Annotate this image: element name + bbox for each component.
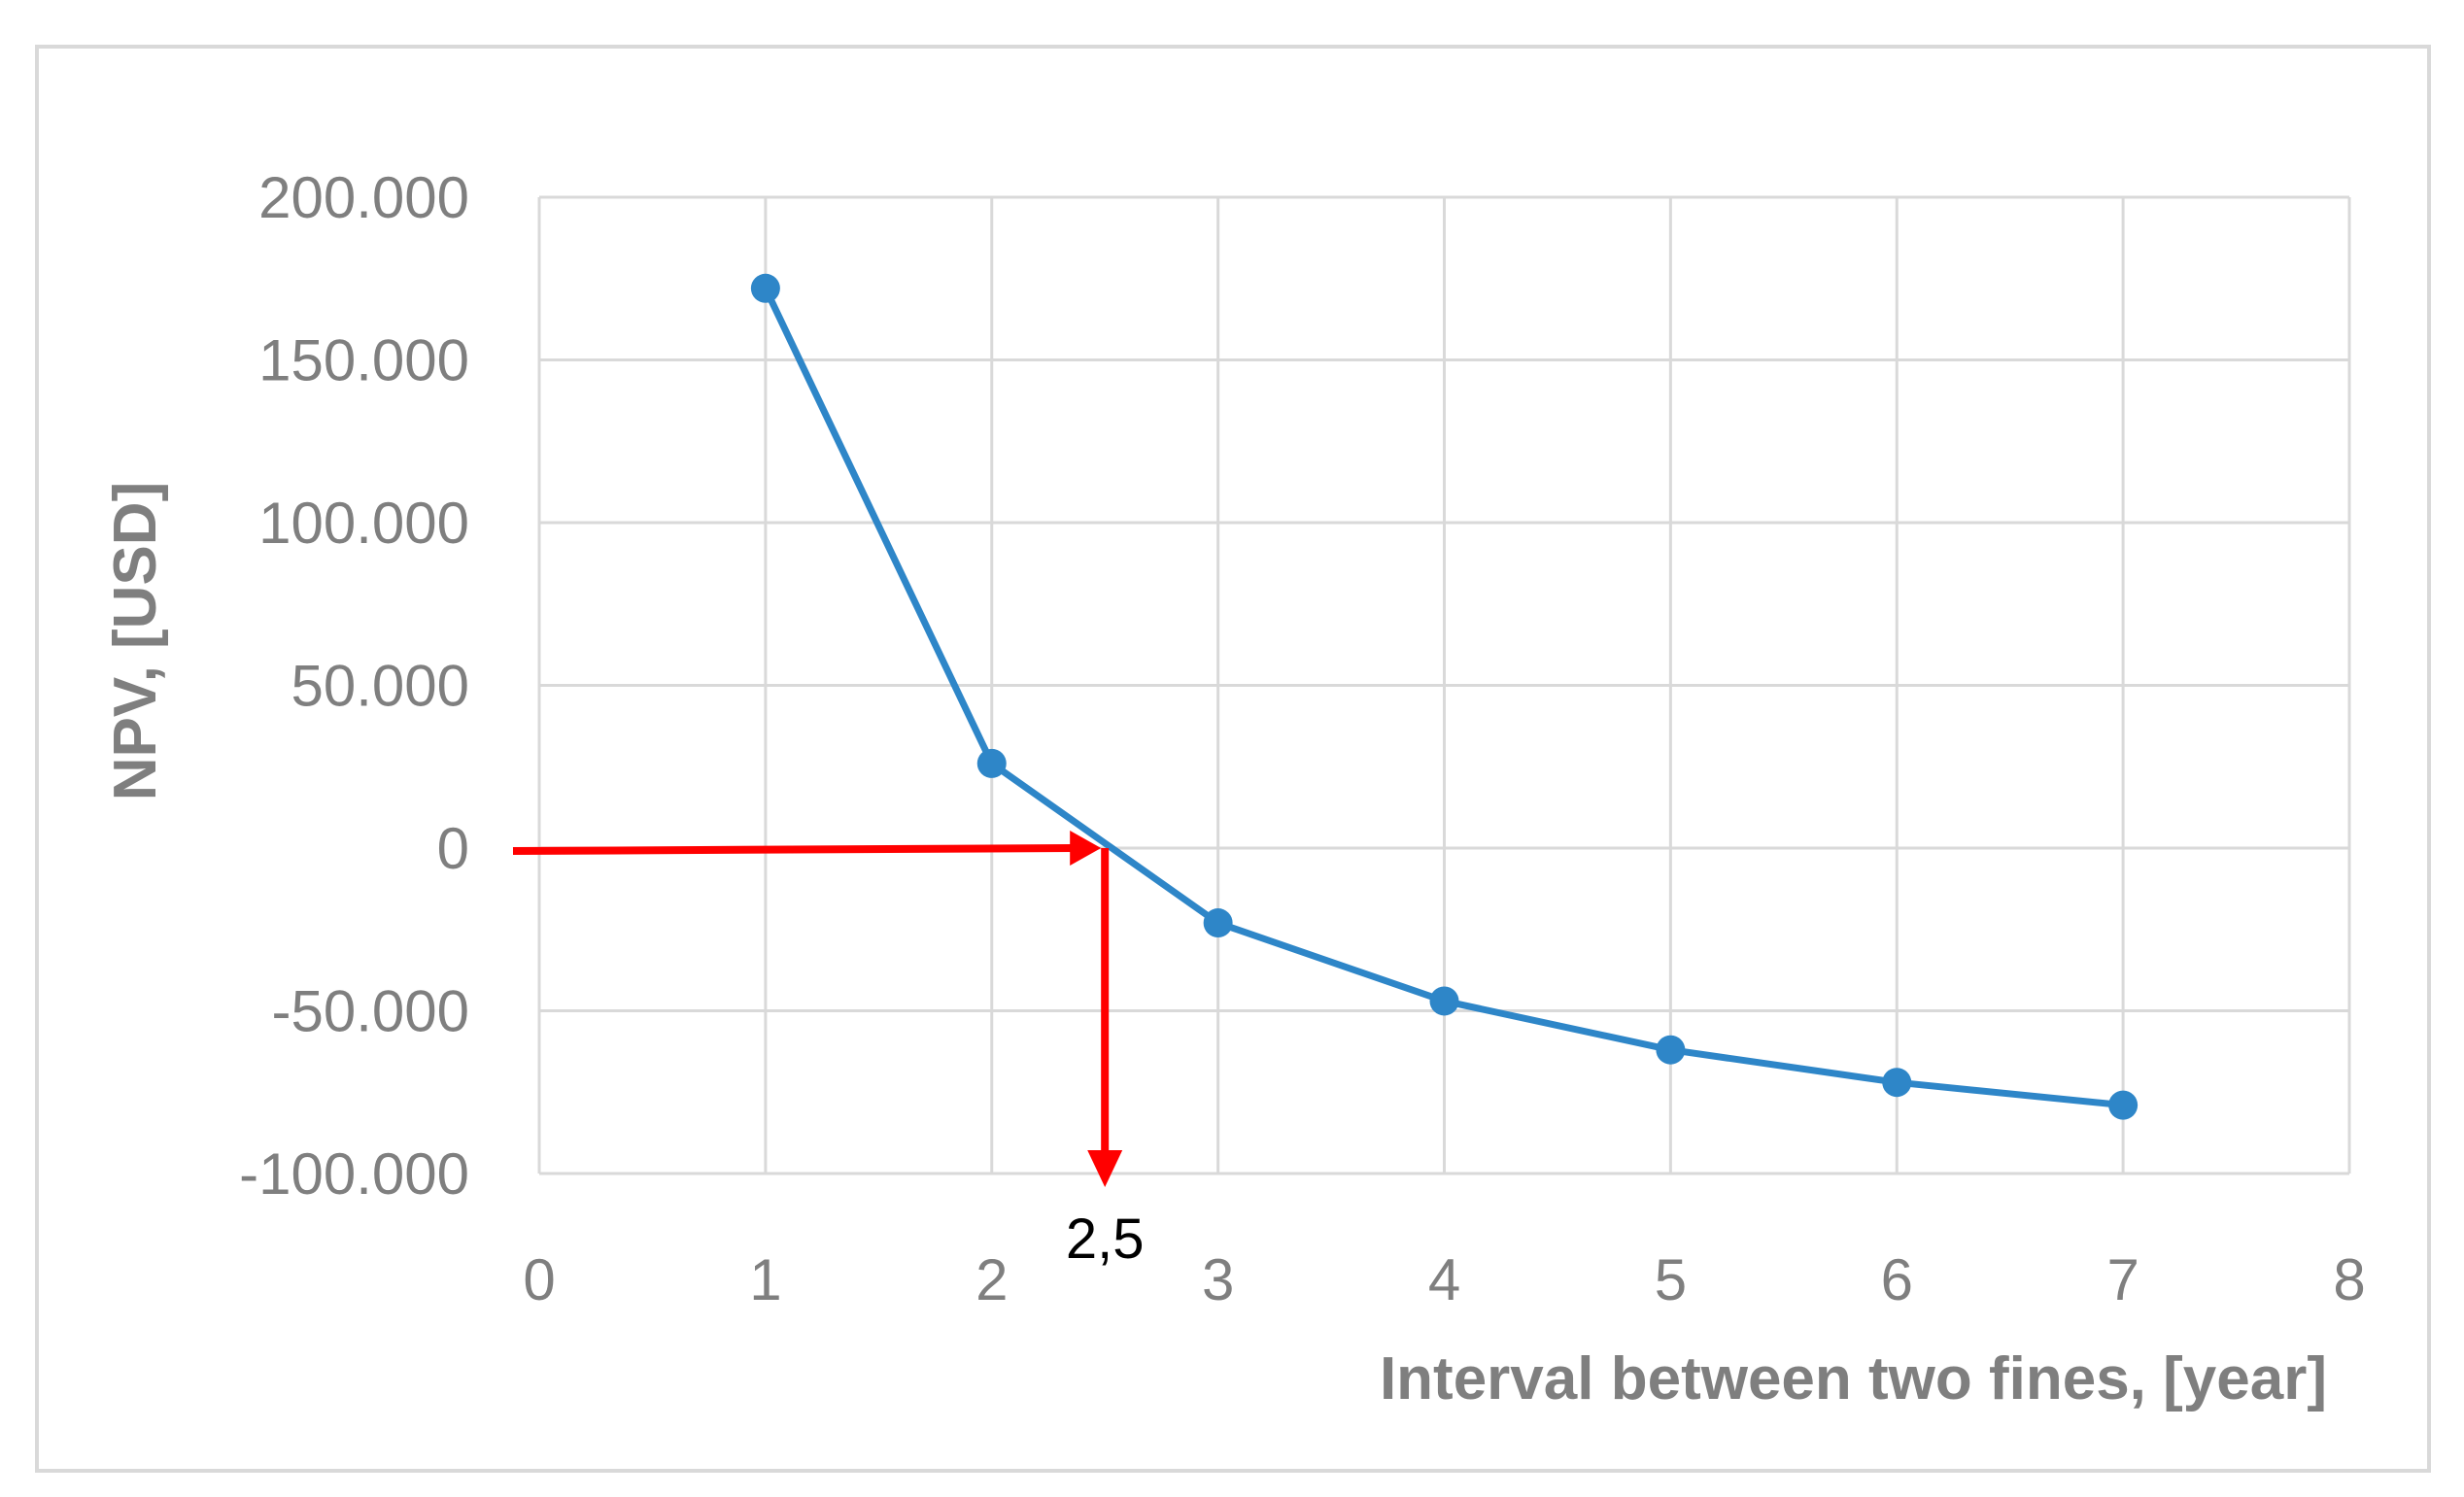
arrow-vertical-head: [1087, 1150, 1123, 1187]
data-point: [1429, 986, 1459, 1016]
annotation-label: 2,5: [1066, 1208, 1145, 1271]
data-point: [1656, 1035, 1686, 1065]
annotation-layer: 2,5: [512, 831, 1145, 1271]
x-tick-label: 2: [975, 1247, 1008, 1312]
arrow-horizontal-shaft: [512, 844, 1075, 855]
x-tick-label: 8: [2333, 1247, 2365, 1312]
data-point: [976, 748, 1007, 778]
series-layer: [750, 273, 2139, 1120]
data-point: [750, 273, 780, 303]
x-tick-label: 0: [523, 1247, 555, 1312]
arrow-horizontal-head: [1070, 831, 1102, 866]
data-point: [1882, 1068, 1912, 1098]
x-tick-labels: 0 1 2 3 4 5 6 7 8: [523, 1247, 2365, 1312]
x-tick-label: 4: [1428, 1247, 1460, 1312]
y-tick-label: 150.000: [258, 328, 469, 393]
y-axis-title: NPV, [USD]: [102, 482, 169, 800]
data-point: [1203, 908, 1233, 938]
x-tick-label: 7: [2106, 1247, 2139, 1312]
y-tick-label: 50.000: [291, 654, 469, 719]
y-tick-label: -50.000: [272, 979, 470, 1044]
y-tick-label: 200.000: [258, 165, 469, 230]
x-axis-title: Interval between two fines, [year]: [1380, 1345, 2327, 1412]
data-point: [2108, 1090, 2139, 1120]
x-tick-label: 3: [1202, 1247, 1234, 1312]
x-tick-label: 6: [1881, 1247, 1913, 1312]
chart-border: [35, 45, 2431, 1473]
x-tick-label: 1: [749, 1247, 781, 1312]
y-tick-label: 0: [437, 816, 469, 881]
y-tick-label: 100.000: [258, 491, 469, 556]
y-tick-labels: 200.000 150.000 100.000 50.000 0 -50.000 -100.…: [239, 165, 469, 1207]
x-tick-label: 5: [1655, 1247, 1687, 1312]
y-tick-label: -100.000: [239, 1141, 469, 1207]
